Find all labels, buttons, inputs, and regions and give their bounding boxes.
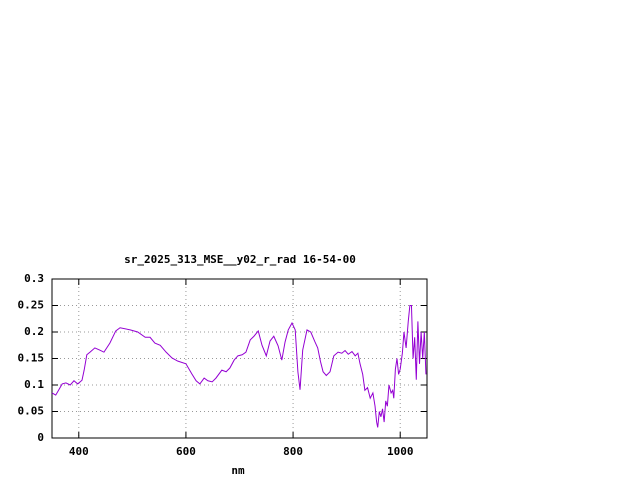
x-tick-label: 800 (283, 445, 303, 458)
y-tick-label: 0.15 (18, 352, 45, 365)
data-line (51, 305, 427, 428)
x-axis-label: nm (231, 464, 245, 477)
x-tick-label: 400 (69, 445, 89, 458)
x-tick-label: 1000 (387, 445, 414, 458)
plot-border (51, 278, 428, 439)
y-tick-label: 0 (37, 431, 44, 444)
y-tick-label: 0.1 (24, 378, 44, 391)
y-tick-label: 0.2 (24, 325, 44, 338)
y-tick-label: 0.05 (18, 405, 45, 418)
x-tick-label: 600 (176, 445, 196, 458)
y-tick-label: 0.3 (24, 272, 44, 285)
chart-title: sr_2025_313_MSE__y02_r_rad 16-54-00 (124, 253, 356, 266)
y-tick-label: 0.25 (18, 299, 45, 312)
